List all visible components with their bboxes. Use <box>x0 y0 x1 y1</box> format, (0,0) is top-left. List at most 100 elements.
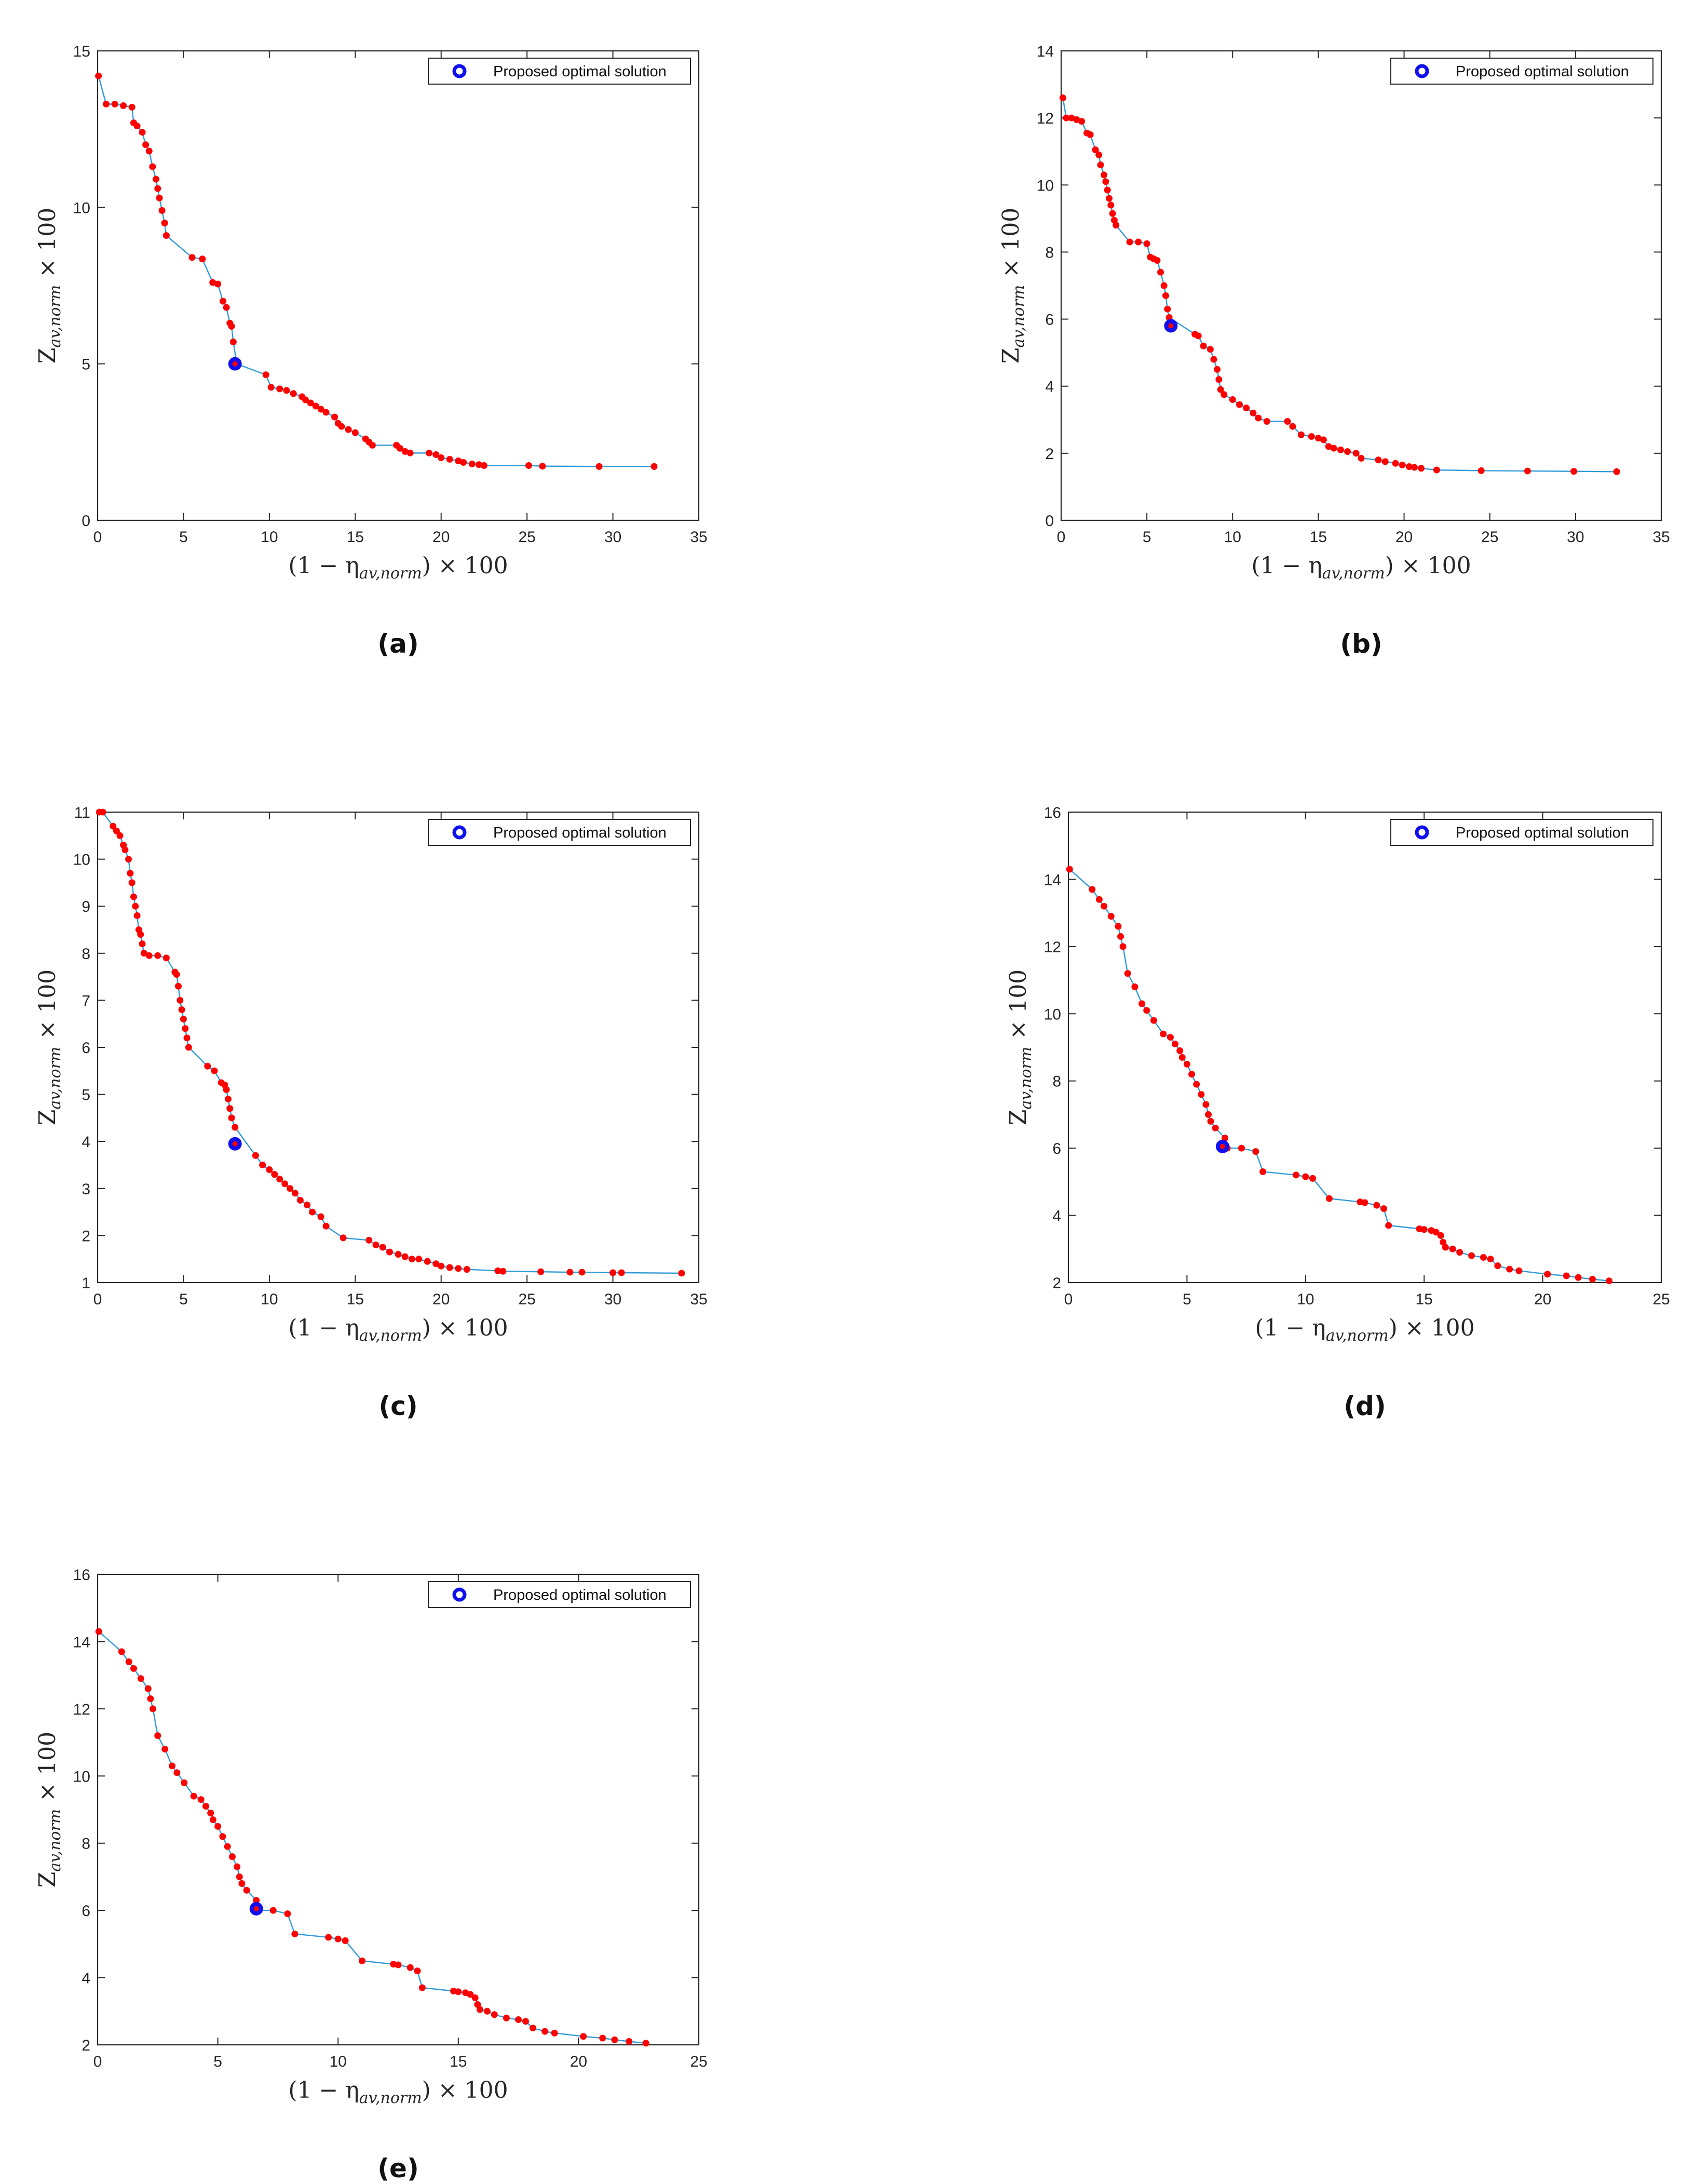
pareto-point <box>173 971 180 978</box>
pareto-point <box>1068 114 1075 122</box>
y-tick-label: 15 <box>73 43 90 60</box>
pareto-point <box>618 1269 625 1276</box>
pareto-point <box>139 940 146 948</box>
pareto-point <box>325 1934 332 1941</box>
pareto-point <box>154 185 161 192</box>
pareto-point <box>1207 1117 1214 1125</box>
pareto-point <box>1217 386 1224 393</box>
pareto-point <box>1352 450 1360 457</box>
pareto-point <box>1188 1071 1196 1078</box>
pareto-point <box>539 463 546 470</box>
pareto-point <box>1059 94 1066 101</box>
pareto-point <box>1494 1262 1501 1270</box>
pareto-point <box>1515 1267 1523 1274</box>
panel-a: 0 5 10 15 20 25 30 35 0 5 10 15 Proposed optimal sol… <box>34 43 708 659</box>
pareto-point <box>338 423 345 430</box>
pareto-point <box>1183 1060 1190 1068</box>
pareto-point <box>317 406 324 413</box>
y-tick-label: 6 <box>1045 312 1054 329</box>
pareto-point <box>395 1251 402 1258</box>
x-tick-label: 10 <box>261 529 278 546</box>
pareto-point <box>438 1262 445 1270</box>
x-tick-label: 10 <box>1297 1291 1314 1308</box>
pareto-point <box>1325 1195 1333 1202</box>
pareto-point <box>379 1244 386 1251</box>
pareto-point <box>471 1994 479 2001</box>
y-tick-label: 11 <box>74 804 90 821</box>
pareto-point <box>1456 1249 1463 1256</box>
pareto-point <box>595 463 603 470</box>
pareto-point <box>369 441 376 449</box>
pareto-point <box>396 444 403 452</box>
pareto-point <box>1107 913 1115 920</box>
pareto-point <box>342 1937 349 1944</box>
y-tick-label: 12 <box>1037 110 1054 127</box>
pareto-point <box>228 1853 236 1861</box>
pareto-point <box>1289 423 1296 430</box>
y-tick-label: 3 <box>82 1181 90 1198</box>
pareto-point <box>304 1202 311 1209</box>
legend-e: Proposed optimal solution <box>428 1581 691 1608</box>
pareto-point <box>359 1957 366 1964</box>
pareto-point <box>1297 431 1305 438</box>
pareto-point <box>1221 391 1228 398</box>
pareto-point <box>1101 902 1108 910</box>
x-tick-label: 10 <box>330 2053 347 2070</box>
pareto-point <box>1325 443 1332 450</box>
pareto-point <box>95 72 102 79</box>
legend-marker-icon <box>1415 64 1429 78</box>
pareto-point <box>401 1253 409 1260</box>
y-tick-label: 12 <box>73 1701 90 1718</box>
pareto-point <box>309 1208 316 1216</box>
y-tick-label: 5 <box>82 356 90 373</box>
pareto-point <box>1207 346 1214 353</box>
pareto-point <box>128 879 135 886</box>
x-tick-label: 10 <box>261 1291 278 1308</box>
pareto-point <box>1113 222 1120 229</box>
pareto-point <box>1164 305 1171 313</box>
pareto-point <box>1437 1232 1444 1239</box>
y-tick-label: 8 <box>1052 1073 1061 1090</box>
y-axis-label: Zav,norm × 100 <box>34 969 64 1125</box>
pareto-point <box>1433 466 1440 474</box>
pareto-point <box>130 893 137 900</box>
pareto-point <box>1131 983 1138 991</box>
pareto-point <box>491 2011 498 2018</box>
pareto-point <box>185 1044 192 1051</box>
y-tick-label: 10 <box>73 199 90 217</box>
pareto-point <box>401 448 409 455</box>
pareto-point <box>267 384 275 391</box>
pareto-point <box>147 1695 154 1702</box>
y-tick-label: 2 <box>1045 446 1054 463</box>
pareto-point <box>1358 455 1365 462</box>
pareto-point <box>317 1213 324 1220</box>
panel-label: (d) <box>1344 1391 1386 1421</box>
pareto-point <box>1606 1277 1613 1285</box>
pareto-point <box>127 870 134 877</box>
pareto-point <box>1405 463 1413 470</box>
pareto-point <box>219 1833 226 1840</box>
optimal-solution-center <box>253 1906 259 1911</box>
x-axis-label: (1 − ηav,norm) × 100 <box>288 2077 508 2107</box>
pareto-point <box>322 1222 330 1230</box>
y-tick-label: 2 <box>82 2037 90 2054</box>
pareto-point <box>408 1256 415 1263</box>
pareto-point <box>139 129 146 136</box>
pareto-point <box>197 1796 205 1803</box>
pareto-point <box>276 1176 283 1183</box>
pareto-point <box>1238 1144 1245 1152</box>
pareto-point <box>137 931 144 938</box>
pareto-point <box>331 413 338 421</box>
x-axis-label: (1 − ηav,norm) × 100 <box>288 552 508 583</box>
x-tick-label: 15 <box>347 1291 364 1308</box>
panel-c: 0 5 10 15 20 25 30 35 1 2 3 4 5 6 7 8 9 10 11 Proposed opti… <box>34 804 708 1421</box>
panel-b: 0 5 10 15 20 25 30 35 0 2 4 6 8 10 12 14 Proposed optima… <box>998 43 1670 659</box>
pareto-point <box>214 280 222 288</box>
pareto-point <box>460 459 467 466</box>
pareto-point <box>334 1935 342 1943</box>
x-tick-label: 0 <box>1064 1291 1073 1308</box>
x-tick-label: 30 <box>1567 529 1584 546</box>
pareto-point <box>1487 1256 1494 1263</box>
pareto-point <box>145 952 153 959</box>
pareto-point <box>207 1809 214 1816</box>
